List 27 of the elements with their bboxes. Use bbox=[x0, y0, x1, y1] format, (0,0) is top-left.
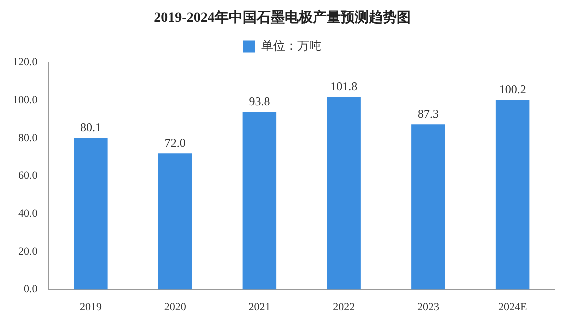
legend-label: 单位：万吨 bbox=[262, 38, 322, 53]
x-tick-label: 2023 bbox=[417, 301, 440, 314]
text: 93.8 bbox=[249, 94, 270, 109]
y-tick-label: 20.0 bbox=[18, 246, 38, 258]
y-tick-label: 40.0 bbox=[18, 208, 38, 220]
y-tick-label: 0.0 bbox=[24, 284, 38, 296]
text: 72.0 bbox=[164, 136, 186, 150]
text: 80.1 bbox=[80, 120, 102, 134]
bar bbox=[327, 97, 361, 290]
y-tick-label: 100.0 bbox=[13, 94, 38, 107]
text: 87.3 bbox=[418, 106, 439, 121]
x-tick-label: 2022 bbox=[333, 301, 356, 314]
bar bbox=[242, 112, 277, 290]
bar bbox=[412, 124, 446, 290]
x-tick-label: 2024E bbox=[498, 301, 528, 314]
text: 101.8 bbox=[330, 79, 358, 94]
y-tick-label: 80.0 bbox=[18, 132, 38, 144]
text: 100.2 bbox=[499, 82, 526, 96]
bar bbox=[74, 138, 108, 290]
chart-title: 2019-2024年中国石墨电极产量预测趋势图 bbox=[154, 9, 411, 26]
bar bbox=[496, 100, 530, 290]
x-tick-label: 2021 bbox=[248, 301, 271, 314]
y-tick-label: 120.0 bbox=[13, 56, 38, 69]
x-tick-label: 2020 bbox=[164, 301, 187, 314]
y-tick-label: 60.0 bbox=[18, 170, 38, 182]
x-tick-label: 2019 bbox=[80, 301, 102, 314]
bar bbox=[158, 154, 192, 290]
